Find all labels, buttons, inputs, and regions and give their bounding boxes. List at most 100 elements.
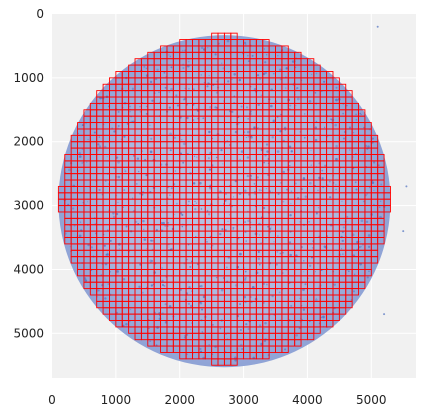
tissue-speckle xyxy=(355,113,357,116)
tissue-speckle xyxy=(233,73,236,76)
debris-speck xyxy=(376,25,379,28)
tissue-speckle xyxy=(187,200,190,203)
tissue-speckle xyxy=(367,245,371,249)
tissue-speckle xyxy=(168,246,170,248)
tissue-speckle xyxy=(291,60,295,63)
tissue-speckle xyxy=(342,137,346,140)
tissue-speckle xyxy=(367,145,370,148)
tissue-speckle xyxy=(329,196,332,199)
tissue-speckle xyxy=(248,50,250,52)
tissue-speckle xyxy=(244,221,246,223)
tissue-speckle xyxy=(169,56,171,58)
tissue-speckle xyxy=(348,126,352,129)
tissue-speckle xyxy=(115,212,119,216)
tissue-speckle xyxy=(98,145,102,148)
tissue-speckle xyxy=(253,183,256,185)
tissue-speckle xyxy=(124,170,127,173)
tissue-speckle xyxy=(226,266,228,269)
tissue-speckle xyxy=(335,188,337,191)
tile-box xyxy=(332,313,340,321)
tissue-speckle xyxy=(164,303,167,306)
tissue-speckle xyxy=(202,117,205,119)
tissue-speckle xyxy=(307,152,309,154)
tissue-speckle xyxy=(303,260,305,262)
tissue-speckle xyxy=(123,135,126,138)
tissue-speckle xyxy=(310,164,312,166)
tissue-speckle xyxy=(295,105,297,107)
tissue-speckle xyxy=(78,151,81,155)
tissue-speckle xyxy=(231,110,233,113)
tissue-speckle xyxy=(167,221,170,224)
tissue-speckle xyxy=(143,238,147,241)
tissue-speckle xyxy=(117,125,120,128)
tissue-speckle xyxy=(346,104,348,107)
tissue-speckle xyxy=(243,278,247,281)
tissue-speckle xyxy=(247,219,250,223)
tissue-speckle xyxy=(167,225,169,227)
tissue-speckle xyxy=(256,74,260,77)
tissue-speckle xyxy=(247,136,250,138)
tissue-speckle xyxy=(181,213,184,217)
tissue-speckle xyxy=(326,184,329,187)
tissue-speckle xyxy=(149,124,151,126)
tissue-speckle xyxy=(90,246,93,249)
tissue-speckle xyxy=(201,331,203,333)
tissue-speckle xyxy=(247,55,249,57)
tissue-speckle xyxy=(335,157,338,161)
tissue-speckle xyxy=(342,226,345,229)
tissue-speckle xyxy=(295,88,297,90)
tile-box xyxy=(281,345,289,353)
tissue-speckle xyxy=(349,149,351,151)
tissue-speckle xyxy=(109,239,112,242)
tissue-speckle xyxy=(246,174,250,178)
y-tick-label: 3000 xyxy=(13,199,44,213)
tissue-speckle xyxy=(335,144,338,148)
tissue-speckle xyxy=(308,264,312,267)
tissue-speckle xyxy=(226,39,230,43)
tissue-speckle xyxy=(298,327,301,330)
tissue-speckle xyxy=(308,220,310,223)
tissue-speckle xyxy=(117,273,119,275)
tissue-speckle xyxy=(245,323,248,326)
tissue-speckle xyxy=(161,279,164,283)
tissue-speckle xyxy=(353,273,356,276)
tissue-speckle xyxy=(138,170,140,173)
tissue-speckle xyxy=(265,143,269,146)
tissue-speckle xyxy=(194,200,196,203)
tissue-speckle xyxy=(113,167,115,170)
tissue-speckle xyxy=(178,81,180,83)
tissue-speckle xyxy=(247,130,250,134)
tissue-speckle xyxy=(200,350,202,353)
tissue-speckle xyxy=(258,189,261,192)
tile-box xyxy=(262,352,270,360)
tissue-speckle xyxy=(68,168,71,172)
tissue-speckle xyxy=(226,140,228,142)
tile-box xyxy=(370,256,379,264)
tissue-speckle xyxy=(206,85,209,88)
tissue-speckle xyxy=(150,284,153,287)
tissue-speckle xyxy=(341,240,343,242)
tissue-speckle xyxy=(279,78,282,81)
tissue-speckle xyxy=(106,156,108,158)
tissue-speckle xyxy=(284,348,287,351)
tissue-speckle xyxy=(266,150,269,153)
tissue-speckle xyxy=(371,137,374,140)
tissue-speckle xyxy=(263,161,265,164)
tissue-speckle xyxy=(341,239,345,243)
tissue-speckle xyxy=(188,87,190,90)
x-tick-label: 2000 xyxy=(164,393,195,407)
tissue-speckle xyxy=(260,189,263,191)
tissue-speckle xyxy=(129,111,131,113)
tissue-speckle xyxy=(187,280,189,282)
tissue-speckle xyxy=(199,285,201,288)
tissue-speckle xyxy=(368,270,370,272)
tissue-speckle xyxy=(149,340,151,343)
tissue-speckle xyxy=(289,161,291,163)
tissue-speckle xyxy=(360,219,364,223)
tissue-speckle xyxy=(342,112,344,115)
tissue-speckle xyxy=(164,224,167,227)
tissue-speckle xyxy=(267,225,269,228)
tissue-speckle xyxy=(285,87,287,89)
tissue-speckle xyxy=(335,184,337,186)
tissue-speckle xyxy=(117,175,121,179)
